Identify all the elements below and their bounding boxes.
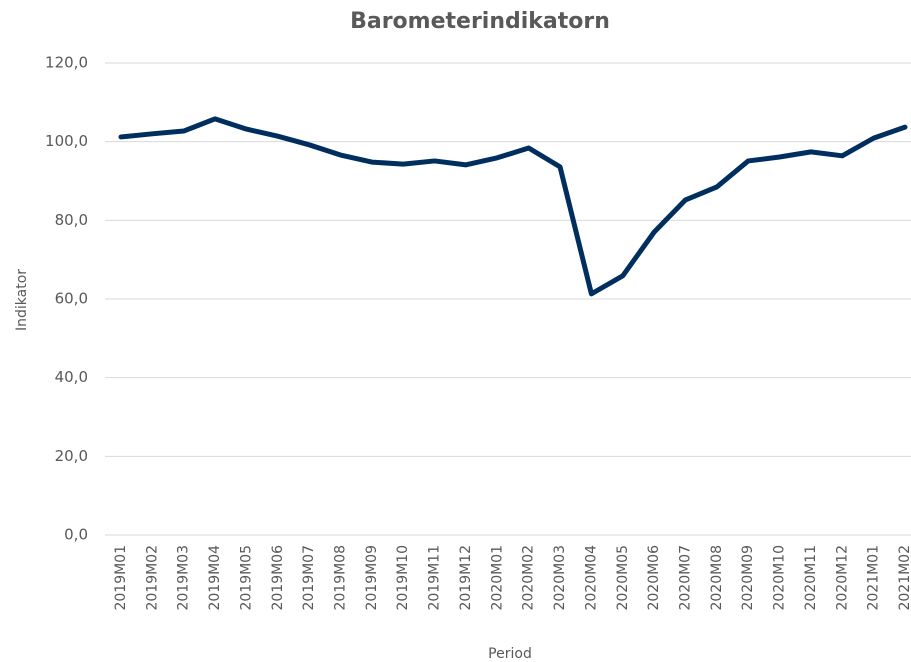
- x-tick-label: 2020M02: [521, 545, 537, 611]
- x-tick-label: 2019M01: [113, 545, 129, 611]
- x-tick-label: 2021M01: [866, 545, 882, 611]
- x-tick-label: 2020M07: [677, 545, 693, 611]
- x-tick-label: 2019M08: [333, 545, 349, 611]
- x-tick-label: 2020M01: [489, 545, 505, 611]
- y-tick-label: 60,0: [55, 290, 88, 308]
- x-tick-label: 2020M10: [772, 545, 788, 611]
- y-axis-label: Indikator: [14, 269, 30, 331]
- x-tick-label: 2019M09: [364, 545, 380, 611]
- y-tick-label: 100,0: [45, 132, 88, 150]
- x-tick-label: 2019M04: [207, 545, 223, 611]
- x-tick-label: 2020M08: [709, 545, 725, 611]
- chart-title: Barometerindikatorn: [350, 9, 610, 34]
- data-line: [118, 116, 908, 297]
- x-tick-label: 2019M12: [458, 545, 474, 611]
- x-tick-label: 2020M12: [834, 545, 850, 611]
- x-tick-label: 2019M03: [176, 545, 192, 611]
- x-tick-label: 2020M09: [740, 545, 756, 611]
- x-tick-label: 2020M11: [803, 545, 819, 611]
- y-tick-label: 20,0: [55, 447, 88, 465]
- y-tick-label: 40,0: [55, 368, 88, 386]
- x-axis-label: Period: [488, 646, 532, 662]
- x-tick-label: 2019M10: [395, 545, 411, 611]
- y-tick-label: 120,0: [45, 54, 88, 72]
- x-tick-label: 2020M03: [552, 545, 568, 611]
- x-tick-label: 2019M11: [427, 545, 443, 611]
- y-tick-label: 0,0: [64, 526, 88, 544]
- x-tick-label: 2019M05: [238, 545, 254, 611]
- x-tick-label: 2020M06: [646, 545, 662, 611]
- x-tick-label: 2020M04: [583, 545, 599, 611]
- x-tick-label: 2019M06: [270, 545, 286, 611]
- x-tick-label: 2019M07: [301, 545, 317, 611]
- x-tick-label: 2020M05: [615, 545, 631, 611]
- x-tick-label: 2021M02: [897, 545, 911, 611]
- x-tick-label: 2019M02: [144, 545, 160, 611]
- y-tick-label: 80,0: [55, 211, 88, 229]
